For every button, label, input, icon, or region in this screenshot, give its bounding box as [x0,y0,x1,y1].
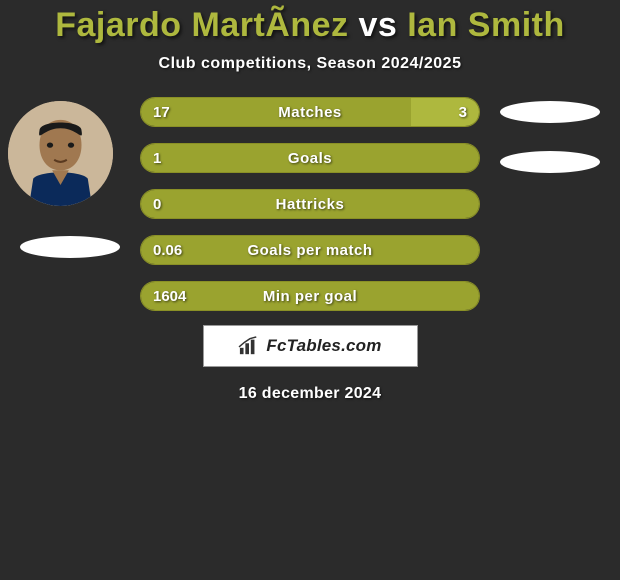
comparison-bars: 173Matches 1Goals 0Hattricks 0.06Goals per … [140,97,480,327]
page-title: Fajardo MartÃnez vs Ian Smith [0,0,620,45]
logo-text: FcTables.com [266,336,381,356]
stat-segment-player1 [141,282,479,310]
player2-avatar-oval [500,101,600,123]
stat-segment-player1 [141,236,479,264]
bar-chart-icon [238,336,260,356]
stat-row: 173Matches [140,97,480,127]
comparison-stage: 173Matches 1Goals 0Hattricks 0.06Goals per … [0,91,620,321]
player2-team-oval [500,151,600,173]
stat-row: 0Hattricks [140,189,480,219]
date-label: 16 december 2024 [0,385,620,403]
title-player2: Ian Smith [407,6,565,44]
player1-avatar [8,101,113,206]
stat-segment-player1 [141,144,479,172]
stat-segment-player1 [141,98,411,126]
stat-segment-player1 [141,190,479,218]
avatar-placeholder-icon [8,101,113,206]
title-player1: Fajardo MartÃnez [55,6,348,44]
player1-team-oval [20,236,120,258]
title-vs: vs [358,6,397,44]
stat-row: 0.06Goals per match [140,235,480,265]
source-logo: FcTables.com [203,325,418,367]
stat-row: 1604Min per goal [140,281,480,311]
stat-segment-player2 [411,98,479,126]
stat-row: 1Goals [140,143,480,173]
subtitle: Club competitions, Season 2024/2025 [0,55,620,73]
